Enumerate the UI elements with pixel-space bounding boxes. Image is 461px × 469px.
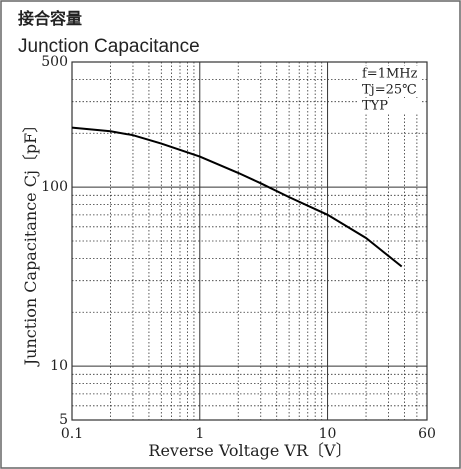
annotation-bg	[358, 98, 420, 113]
x-tick-label: 60	[418, 426, 436, 442]
x-tick-label: 0.1	[61, 426, 83, 442]
chart-title: 接合容量	[18, 9, 82, 28]
annotation: f=1MHz	[362, 67, 418, 82]
x-axis-label: Reverse Voltage VR〔V〕	[148, 441, 351, 460]
annotation: TYP	[362, 99, 388, 114]
plot-area	[72, 62, 427, 420]
y-tick-label: 5	[59, 412, 68, 428]
curve	[71, 126, 403, 268]
annotation-bg	[358, 82, 420, 97]
annotation-bg	[358, 66, 420, 81]
x-tick-label: 10	[319, 426, 337, 442]
x-tick-label: 1	[195, 426, 204, 442]
chart-subtitle: Junction Capacitance	[18, 36, 200, 57]
y-tick-label: 500	[41, 54, 68, 70]
y-tick-label: 100	[41, 179, 68, 195]
annotation: Tj=25℃	[362, 83, 417, 98]
y-tick-label: 10	[50, 358, 68, 374]
y-axis-label: Junction Capacitance Cj〔pF〕	[21, 117, 40, 368]
plot-border	[71, 61, 428, 421]
